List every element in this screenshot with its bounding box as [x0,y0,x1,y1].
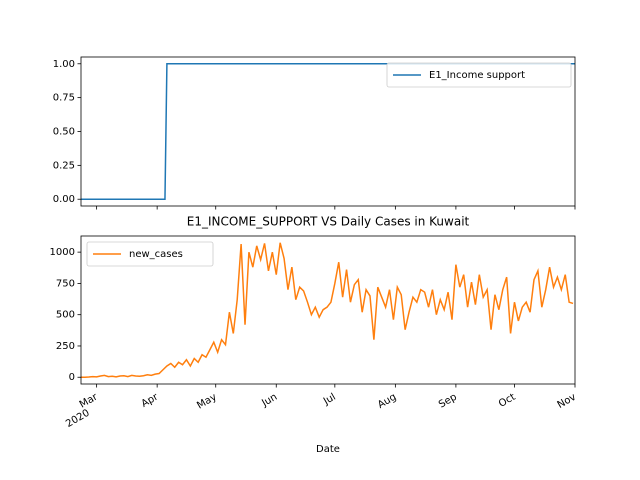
legend-label: E1_Income support [429,70,525,81]
y-tick-label: 500 [56,310,75,321]
legend-label: new_cases [129,249,183,260]
y-tick-label: 0.25 [53,160,75,171]
legend-box [386,62,572,88]
y-tick-label: 0.75 [53,93,75,104]
y-tick-label: 250 [56,341,75,352]
plot-frame [80,235,576,385]
y-tick-label: 0.00 [53,194,75,205]
y-tick-label: 750 [56,278,75,289]
x-axis-label: Date [316,444,340,455]
data-line [81,63,575,200]
y-tick-label: 0 [69,372,75,383]
chart-title: E1_INCOME_SUPPORT VS Daily Cases in Kuwa… [187,215,470,229]
y-tick-label: 1000 [50,247,75,258]
data-line [81,242,574,378]
plot-frame [80,56,576,207]
legend-box [86,241,214,267]
y-tick-label: 1.00 [53,59,75,70]
y-tick-label: 0.50 [53,127,75,138]
